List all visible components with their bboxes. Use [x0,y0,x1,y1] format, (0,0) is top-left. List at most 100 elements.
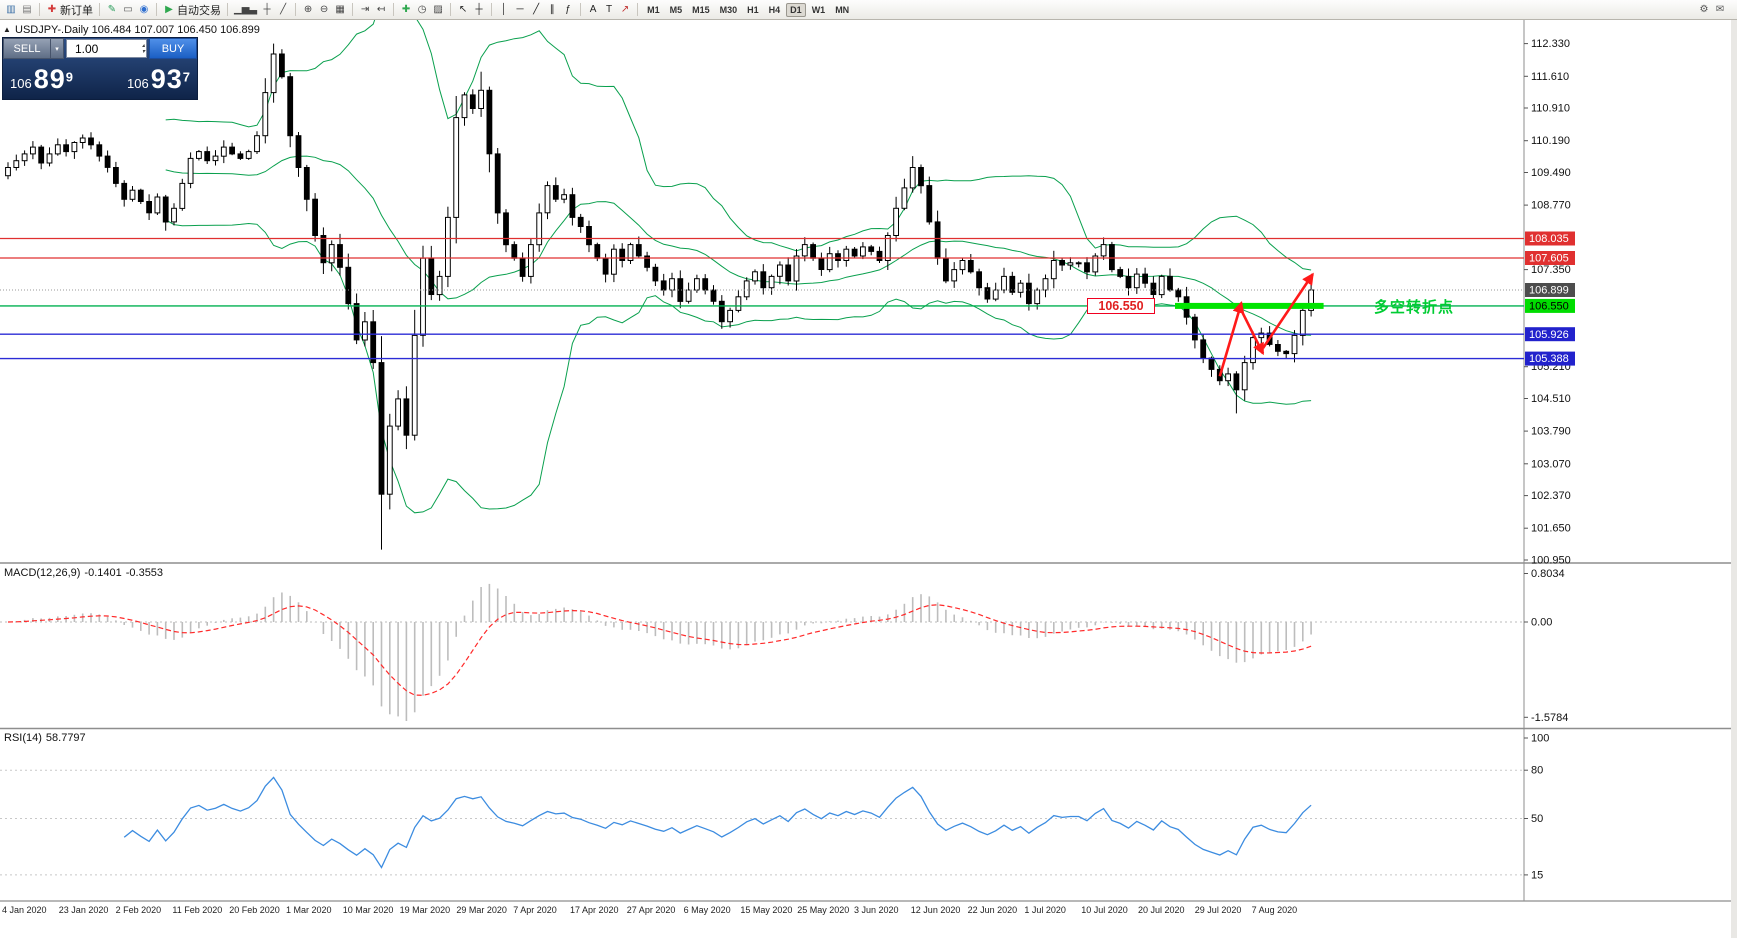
macd-axis[interactable]: 0.8034 0.00 -1.5784 [1524,568,1568,724]
timeframe-MN[interactable]: MN [835,4,850,15]
toolbar-separator [295,3,297,16]
templates-icon-glyph: ▨ [433,3,443,15]
webtrader-icon[interactable]: ◉ [136,2,152,18]
vertical-line-icon[interactable]: │ [496,2,512,18]
bar-chart-icon-glyph: ▁▅▃ [234,3,258,15]
turning-point-level-bar[interactable] [1175,302,1324,309]
settings-icon[interactable]: ⚙ [1699,3,1709,15]
zoom-out-icon[interactable]: ⊖ [316,2,332,18]
tile-windows-icon-glyph: ▦ [335,3,345,15]
price-level-tag[interactable]: 106.550 [1087,298,1155,314]
date-axis-label: 11 Feb 2020 [172,905,222,915]
timeframe-W1[interactable]: W1 [811,4,826,15]
zoom-out-icon-glyph: ⊖ [319,3,329,15]
stepper-up-icon[interactable]: ▴ [141,42,145,49]
price-axis-tick: 107.350 [1531,264,1571,276]
channel-icon[interactable]: ∥ [544,2,560,18]
buy-button[interactable]: BUY [149,38,197,59]
volume-stepper[interactable]: ▴ ▾ [142,40,145,57]
toolbar-separator [39,3,40,16]
price-axis[interactable]: 112.330 111.610 110.910 110.190 109.490 108.7… [1524,38,1575,567]
macd-axis-tick: 0.00 [1531,617,1552,629]
auto-trading-button[interactable]: ▶ 自动交易 [161,2,223,18]
date-axis-label: 20 Jul 2020 [1138,905,1185,915]
date-axis-label: 7 Aug 2020 [1252,905,1298,915]
price-axis-tick: 112.330 [1531,38,1570,50]
date-axis-label: 1 Mar 2020 [286,905,332,915]
buy-price[interactable]: 106937 [127,63,190,94]
price-axis-tick: 108.770 [1531,200,1571,212]
volume-input[interactable] [67,41,146,56]
price-axis-tick: 103.070 [1531,458,1571,470]
trend-arrows[interactable] [1218,272,1314,377]
timeframe-M15[interactable]: M15 [692,4,710,15]
date-axis-label: 10 Jul 2020 [1081,905,1128,915]
templates-icon[interactable]: ▨ [430,2,446,18]
timeframe-M5[interactable]: M5 [669,4,683,15]
date-axis-label: 29 Mar 2020 [456,905,507,915]
chart-profiles-icon[interactable]: ▤ [19,2,35,18]
panel-separators[interactable] [0,20,1737,902]
bar-chart-icon[interactable]: ▁▅▃ [232,2,259,18]
candlestick-chart-icon[interactable]: ┼ [259,2,275,18]
timeframe-M1[interactable]: M1 [647,4,660,15]
webtrader-icon-glyph: ◉ [139,3,149,15]
date-axis[interactable]: 4 Jan 2020 23 Jan 2020 2 Feb 2020 11 Feb 20… [2,905,1297,915]
text-label-icon-glyph: T [606,3,613,15]
order-type-dropdown[interactable]: ▾ [51,38,64,59]
cursor-icon[interactable]: ↖ [455,2,471,18]
oneclick-panel-toggle[interactable]: ▲ [3,25,11,34]
sell-price[interactable]: 106899 [10,63,73,94]
tile-windows-icon[interactable]: ▦ [332,2,348,18]
fibonacci-icon[interactable]: ƒ [560,2,576,18]
crosshair-icon[interactable]: ┼ [471,2,487,18]
new-chart-icon[interactable]: ▥ [3,2,19,18]
line-chart-icon-glyph: ╱ [280,3,287,15]
macd-indicator-label: MACD(12,26,9) -0.1401 -0.3553 [4,567,167,579]
messages-icon[interactable]: ✉ [1715,3,1725,15]
auto-scroll-icon[interactable]: ⇥ [357,2,373,18]
chart-styler-icon[interactable]: ✎ [104,2,120,18]
date-axis-label: 1 Jul 2020 [1024,905,1066,915]
chart-window-icon[interactable]: ▭ [120,2,136,18]
text-icon[interactable]: A [585,2,601,18]
periods-icon[interactable]: ◷ [414,2,430,18]
price-axis-tick: 103.790 [1531,426,1571,438]
rsi-axis[interactable]: 100 80 50 15 [1524,733,1549,882]
auto-scroll-icon-glyph: ⇥ [360,3,370,15]
timeframe-M30[interactable]: M30 [719,4,738,15]
chart-window-icon-glyph: ▭ [123,3,133,15]
date-axis-label: 22 Jun 2020 [968,905,1018,915]
stepper-down-icon[interactable]: ▾ [141,48,145,55]
new-order-button-glyph: ✚ [47,3,57,15]
trendline-icon[interactable]: ╱ [528,2,544,18]
horizontal-level-lines[interactable] [0,237,1524,360]
turning-point-annotation: 多空转折点 [1374,299,1455,316]
shapes-icon[interactable]: ↗ [617,2,633,18]
chart-shift-icon[interactable]: ↤ [373,2,389,18]
date-axis-label: 12 Jun 2020 [911,905,961,915]
price-axis-tick: 110.910 [1531,103,1570,115]
sell-button[interactable]: SELL [3,38,51,59]
text-label-icon[interactable]: T [601,2,617,18]
price-axis-tick: 100.950 [1531,555,1571,567]
horizontal-line-icon[interactable]: ─ [512,2,528,18]
rsi-axis-tick: 100 [1531,733,1549,745]
new-order-button[interactable]: ✚ 新订单 [44,2,95,18]
chart-profiles-icon-glyph: ▤ [22,3,32,15]
add-indicator-icon[interactable]: ✚ [398,2,414,18]
line-chart-icon[interactable]: ╱ [275,2,291,18]
date-axis-label: 3 Jun 2020 [854,905,899,915]
price-axis-level-label: 106.899 [1529,285,1569,297]
timeframe-H1[interactable]: H1 [747,4,759,15]
price-axis-tick: 109.490 [1531,167,1571,179]
rsi-axis-tick: 80 [1531,765,1543,777]
zoom-in-icon[interactable]: ⊕ [300,2,316,18]
timeframe-D1[interactable]: D1 [786,2,806,17]
trendline-icon-glyph: ╱ [533,3,540,15]
timeframe-H4[interactable]: H4 [768,4,781,15]
cursor-icon-glyph: ↖ [458,3,468,15]
crosshair-icon-glyph: ┼ [475,3,483,15]
